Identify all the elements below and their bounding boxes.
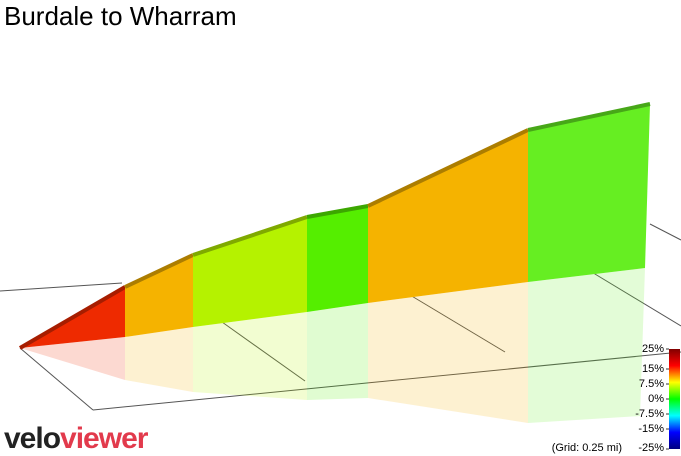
segment-reflection [368,282,528,423]
logo-part: viewer [60,422,149,455]
segment-edge [306,204,369,219]
segment-edge [367,128,529,208]
segment-reflection [20,337,125,380]
grid-line [404,291,506,353]
grid-line [584,267,681,327]
colorbar-tick-label: -7.5% [635,408,664,420]
colorbar [669,349,680,449]
grid-line [0,282,123,292]
colorbar-tick-label: 25% [642,343,664,355]
segment-reflection [528,268,645,423]
colorbar-tick-label: 0% [648,393,664,405]
grid-line [19,347,94,411]
colorbar-tick-label: -25% [638,442,664,454]
logo-part: velo [4,422,61,455]
colorbar-tick-label: 7.5% [639,378,664,390]
segment [368,130,528,303]
colorbar-tick-label: 15% [642,363,664,375]
segment-edge [18,285,127,350]
segment-edge [192,215,308,257]
floor-grid [0,223,681,411]
grid-label: (Grid: 0.25 mi) [552,442,622,454]
segment [125,255,193,337]
grid-line [221,321,306,382]
segment-edge [527,102,651,132]
grid-line [649,223,681,241]
segment-reflection [307,303,368,400]
segment-reflection [125,327,193,392]
colorbar-ticks: 25% 15% 7.5% 0% -7.5% -15% -25% [635,343,669,454]
chart-title: Burdale to Wharram [4,1,237,31]
profile [18,102,651,423]
logo: veloviewer [4,422,149,455]
segment [528,104,650,282]
segment-edge [124,253,194,289]
segment [193,217,307,327]
segment [307,206,368,312]
grid-line [92,351,681,411]
colorbar-tick-label: -15% [638,423,664,435]
segment-reflection [193,312,307,400]
